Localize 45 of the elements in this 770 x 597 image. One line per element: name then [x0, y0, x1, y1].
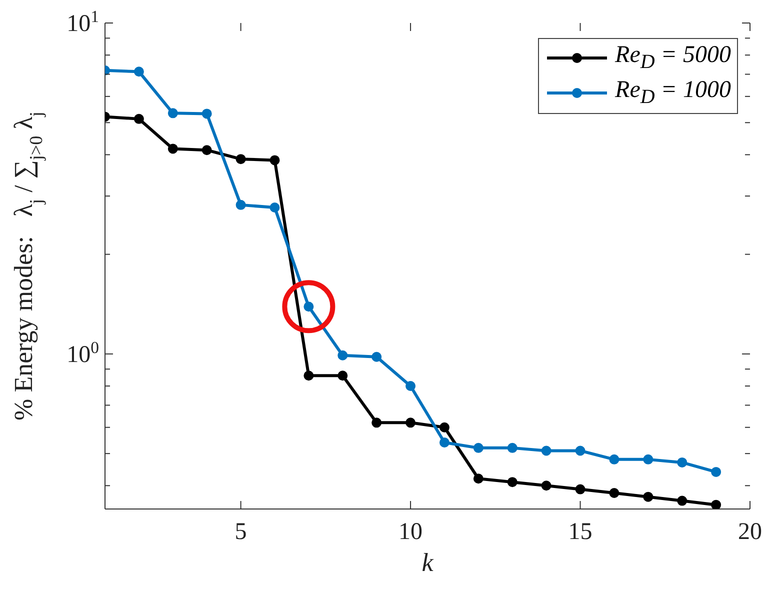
point — [541, 480, 552, 491]
point — [168, 144, 178, 154]
point — [643, 454, 654, 464]
point — [541, 446, 552, 456]
point — [711, 466, 722, 477]
x-tick-label: 10 — [398, 519, 423, 545]
point — [270, 202, 280, 213]
point — [439, 438, 450, 448]
point — [338, 350, 348, 360]
legend-label: Re$_{D}$ = 5000 — [615, 41, 731, 75]
legend-label: Re$_{D}$ = 1000 — [615, 76, 731, 110]
y-tick-label: 10$^{0}$ — [66, 337, 99, 368]
point — [134, 66, 144, 77]
point — [473, 442, 484, 453]
point — [609, 454, 620, 464]
point — [507, 477, 518, 488]
y-tick-label: 10$^{1}$ — [66, 6, 99, 37]
point — [575, 484, 586, 494]
point — [236, 154, 246, 164]
point — [677, 496, 688, 506]
point — [338, 370, 348, 381]
point — [575, 446, 586, 456]
point — [406, 381, 416, 392]
point — [643, 492, 654, 502]
x-tick-label: 20 — [738, 519, 762, 545]
point — [236, 200, 246, 210]
point — [609, 488, 620, 498]
point — [202, 145, 212, 156]
point — [372, 352, 382, 362]
point — [304, 302, 314, 312]
point — [439, 422, 450, 432]
point — [711, 500, 722, 509]
point — [134, 114, 144, 124]
point — [168, 108, 178, 118]
point — [372, 418, 382, 428]
point — [507, 442, 518, 453]
point — [270, 155, 280, 166]
x-tick-label: 15 — [568, 519, 592, 545]
point — [304, 370, 314, 381]
point — [677, 457, 688, 468]
point — [406, 418, 416, 428]
x-tick-label: 5 — [234, 519, 247, 545]
x-axis-title: k — [422, 548, 434, 577]
point — [473, 474, 484, 484]
point — [202, 108, 212, 119]
